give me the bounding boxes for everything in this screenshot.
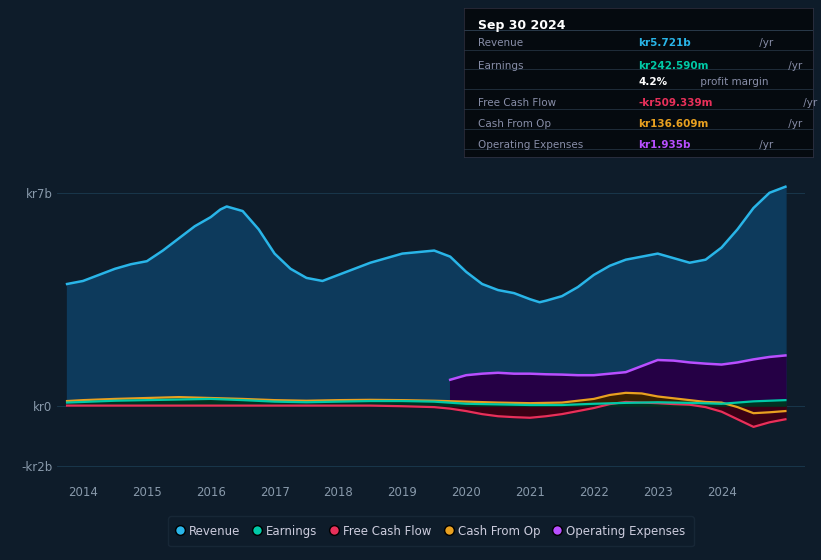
Text: /yr: /yr bbox=[755, 38, 773, 48]
Text: Cash From Op: Cash From Op bbox=[478, 119, 551, 129]
Legend: Revenue, Earnings, Free Cash Flow, Cash From Op, Operating Expenses: Revenue, Earnings, Free Cash Flow, Cash … bbox=[168, 516, 694, 546]
Text: /yr: /yr bbox=[785, 119, 802, 129]
Text: kr242.590m: kr242.590m bbox=[639, 61, 709, 71]
Text: /yr: /yr bbox=[755, 140, 773, 150]
Text: Sep 30 2024: Sep 30 2024 bbox=[478, 19, 566, 32]
Text: kr136.609m: kr136.609m bbox=[639, 119, 709, 129]
Text: /yr: /yr bbox=[800, 98, 817, 108]
Text: Earnings: Earnings bbox=[478, 61, 523, 71]
Text: /yr: /yr bbox=[785, 61, 802, 71]
Text: 4.2%: 4.2% bbox=[639, 77, 667, 87]
Text: kr5.721b: kr5.721b bbox=[639, 38, 691, 48]
Text: profit margin: profit margin bbox=[697, 77, 768, 87]
Text: Revenue: Revenue bbox=[478, 38, 523, 48]
Text: Operating Expenses: Operating Expenses bbox=[478, 140, 583, 150]
Text: Free Cash Flow: Free Cash Flow bbox=[478, 98, 556, 108]
Text: -kr509.339m: -kr509.339m bbox=[639, 98, 713, 108]
Text: kr1.935b: kr1.935b bbox=[639, 140, 690, 150]
